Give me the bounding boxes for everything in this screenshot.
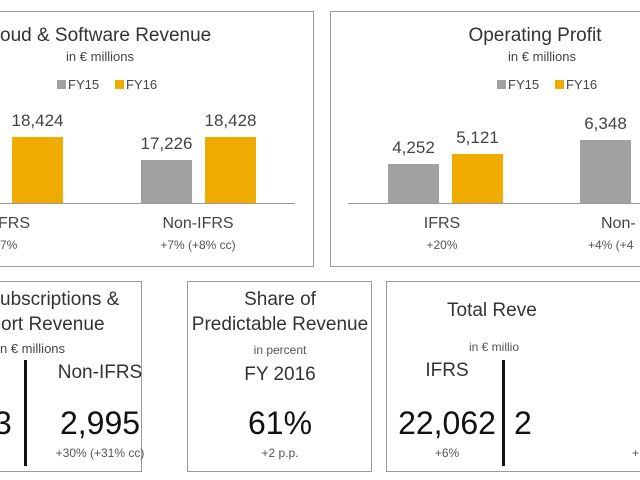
chart2-cat-1: IFRS <box>423 215 461 232</box>
total-divider <box>502 360 505 466</box>
bar-label-fy16-1: 18,424 <box>11 111 64 131</box>
legend-fy16-swatch <box>115 80 124 89</box>
total-revenue-panel <box>386 281 640 472</box>
pred-title-1: Share of <box>244 289 316 310</box>
chart2-change-2: +4% (+4 <box>588 238 634 252</box>
chart1-subtitle: in € millions <box>66 49 134 64</box>
subs-right-change: +30% (+31% cc) <box>55 446 145 460</box>
legend-fy15: FY15 <box>508 77 540 92</box>
total-left-change: +6% <box>434 446 460 460</box>
bar-label-fy16-2: 18,428 <box>204 111 257 130</box>
legend-fy16: FY16 <box>566 77 598 92</box>
pred-change: +2 p.p. <box>261 446 299 460</box>
total-right-value: 2 <box>514 405 532 441</box>
subs-left-value: 3 <box>0 405 12 441</box>
bar-fy15-1 <box>388 164 439 203</box>
bar-label-fy15-2: 6,348 <box>584 114 627 133</box>
bar-label-fy16-1: 5,121 <box>456 128 499 148</box>
pred-period: FY 2016 <box>244 364 316 385</box>
legend-fy15-swatch <box>497 80 506 89</box>
total-left-value: 22,062 <box>398 405 496 441</box>
chart2-subtitle: in € millions <box>508 49 576 64</box>
chart2-cat-2: Non- <box>601 215 636 232</box>
pred-subtitle: in percent <box>253 343 307 357</box>
legend-fy16: FY16 <box>126 77 158 92</box>
subs-title-1: ubscriptions & <box>0 289 120 310</box>
bar-fy15-2 <box>580 140 631 203</box>
chart2-title: Operating Profit <box>468 25 602 46</box>
total-left-label: IFRS <box>425 360 469 381</box>
bar-label-fy15-2: 17,226 <box>140 134 193 154</box>
legend-fy15-swatch <box>57 80 66 89</box>
subs-divider <box>24 360 27 466</box>
legend-fy15: FY15 <box>68 77 100 92</box>
chart1-change-2: +7% (+8% cc) <box>160 238 236 252</box>
bar-fy16-1 <box>452 154 503 203</box>
bar-fy15-2 <box>141 160 192 203</box>
subs-title-2: ort Revenue <box>1 314 105 335</box>
subscriptions-support-panel <box>0 281 142 472</box>
chart2-axis <box>348 203 640 204</box>
subs-right-value: 2,995 <box>59 405 141 441</box>
subs-subtitle: n € millions <box>0 341 66 356</box>
total-right-change: + <box>632 446 640 460</box>
bar-label-fy15-1: 4,252 <box>392 138 435 158</box>
total-title: Total Reve <box>447 300 537 321</box>
total-subtitle: in € millio <box>469 340 520 354</box>
pred-title-2: Predictable Revenue <box>191 314 369 335</box>
bar-fy16-2 <box>205 137 256 203</box>
legend-fy16-swatch <box>555 80 564 89</box>
chart1-axis <box>0 203 295 204</box>
pred-value: 61% <box>247 405 313 441</box>
chart1-title: oud & Software Revenue <box>0 25 212 46</box>
chart1-change-1: 7% <box>0 238 18 252</box>
chart1-cat-2: Non-IFRS <box>162 215 234 232</box>
subs-right-label: Non-IFRS <box>57 362 143 383</box>
chart1-cat-1: FRS <box>0 215 30 232</box>
operating-profit-panel <box>330 11 640 267</box>
predictable-revenue-panel <box>187 281 372 472</box>
chart2-change-1: +20% <box>426 238 458 252</box>
bar-fy16-1 <box>12 137 63 203</box>
